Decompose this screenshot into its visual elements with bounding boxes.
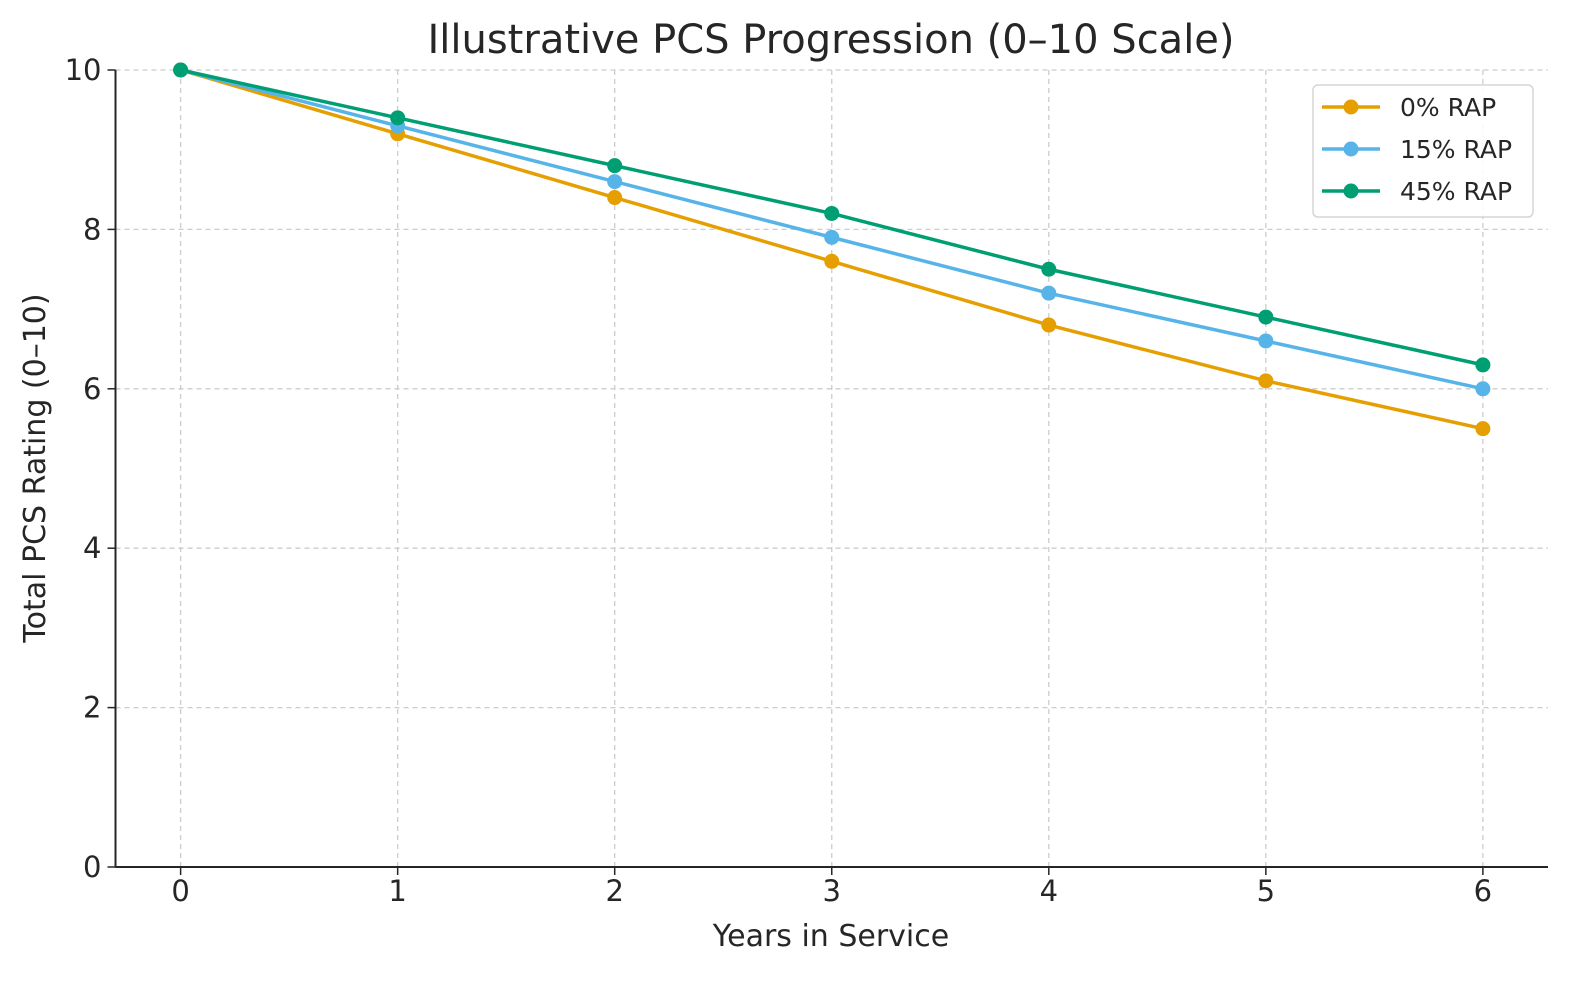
series-line [180,68,1484,431]
x-tick-label: 2 [605,874,623,908]
x-axis-label: Years in Service [712,919,949,954]
data-point [1475,381,1491,397]
axes: 0 1 2 3 4 5 6 0 2 4 6 8 10 [65,53,1548,908]
x-tick-label: 1 [388,874,406,908]
data-point [607,158,623,174]
legend: 0% RAP 15% RAP 45% RAP [1312,84,1534,218]
data-point [1258,373,1274,389]
y-tick-label: 4 [83,531,101,565]
y-tick-label: 2 [83,691,101,725]
legend-box [1312,84,1534,218]
series-group [173,62,1491,437]
y-tick-label: 0 [83,850,101,884]
data-point [607,174,623,190]
series-2 [173,62,1491,373]
data-point [390,110,406,126]
data-point [1041,285,1057,301]
legend-label: 15% RAP [1400,135,1512,164]
data-point [1475,421,1491,437]
data-point [1041,317,1057,333]
chart-title: Illustrative PCS Progression (0–10 Scale… [427,17,1234,63]
legend-marker [1343,141,1359,157]
data-point [173,62,189,78]
data-point [1041,261,1057,277]
x-tick-label: 0 [171,874,189,908]
legend-marker [1343,99,1359,115]
x-tick-label: 5 [1257,874,1275,908]
y-tick-label: 10 [65,53,102,87]
legend-label: 0% RAP [1400,93,1496,122]
x-tick-label: 3 [823,874,841,908]
y-tick-label: 6 [83,372,101,406]
data-point [824,229,840,245]
data-point [1258,309,1274,325]
data-point [607,190,623,206]
y-tick-label: 8 [83,212,101,246]
data-point [824,253,840,269]
y-axis-label: Total PCS Rating (0–10) [18,293,53,643]
x-tick-label: 6 [1474,874,1492,908]
data-point [824,205,840,221]
data-point [1475,357,1491,373]
data-point [1258,333,1274,349]
legend-marker [1343,183,1359,199]
x-tick-label: 4 [1040,874,1058,908]
legend-label: 45% RAP [1400,177,1512,206]
